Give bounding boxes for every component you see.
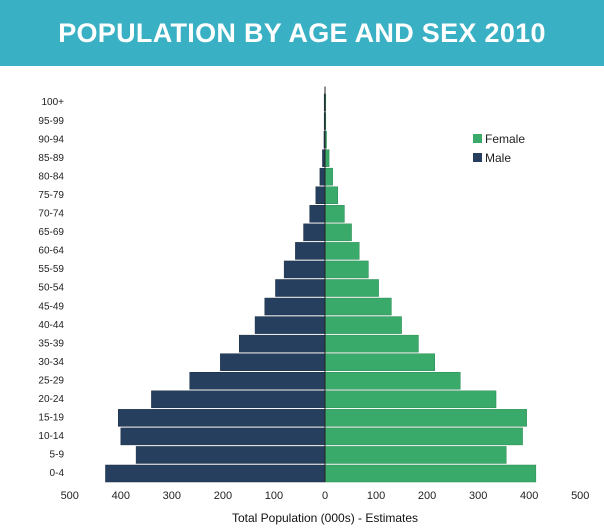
- x-tick-label: 300: [163, 490, 181, 502]
- bar-male-45-49: [264, 297, 326, 316]
- bar-female-70-74: [324, 205, 345, 223]
- age-label-95-99: 95-99: [38, 116, 64, 127]
- x-tick-label: 500: [61, 490, 79, 502]
- x-tick-label: 500: [571, 490, 589, 502]
- bar-male-60-64: [295, 242, 326, 260]
- age-label-85-89: 85-89: [38, 153, 64, 164]
- age-label-45-49: 45-49: [38, 301, 64, 312]
- bar-female-75-79: [324, 186, 339, 204]
- bar-female-55-59: [324, 260, 369, 279]
- x-axis-title: Total Population (000s) - Estimates: [232, 511, 418, 525]
- bar-male-65-69: [303, 223, 326, 242]
- x-tick-label: 400: [112, 490, 130, 502]
- age-label-35-39: 35-39: [38, 338, 64, 349]
- bar-female-60-64: [324, 242, 360, 260]
- legend-label-female: Female: [485, 132, 525, 146]
- bar-female-50-54: [324, 279, 379, 297]
- bar-female-85-89: [324, 149, 330, 167]
- age-label-15-19: 15-19: [38, 413, 64, 424]
- age-label-75-79: 75-79: [38, 190, 64, 201]
- age-label-60-64: 60-64: [38, 246, 64, 257]
- age-label-20-24: 20-24: [38, 394, 64, 405]
- age-label-10-14: 10-14: [38, 431, 64, 442]
- bar-female-40-44: [324, 316, 402, 334]
- bar-male-35-39: [238, 334, 326, 353]
- age-label-55-59: 55-59: [38, 264, 64, 275]
- bar-male-55-59: [283, 260, 326, 279]
- bar-female-5-9: [324, 446, 507, 464]
- age-label-30-34: 30-34: [38, 357, 64, 368]
- age-label-100+: 100+: [41, 97, 64, 108]
- bar-female-0-4: [324, 464, 537, 483]
- bar-male-30-34: [220, 353, 326, 371]
- bar-female-25-29: [324, 372, 461, 390]
- age-label-0-4: 0-4: [50, 468, 65, 479]
- x-tick-label: 300: [469, 490, 487, 502]
- title-banner: POPULATION BY AGE AND SEX 2010: [0, 0, 604, 66]
- bar-male-10-14: [120, 427, 326, 446]
- bar-male-40-44: [254, 316, 326, 334]
- legend-swatch-male: [473, 153, 482, 162]
- bar-male-15-19: [117, 409, 326, 427]
- age-label-5-9: 5-9: [50, 450, 65, 461]
- x-tick-label: 200: [418, 490, 436, 502]
- x-axis: 500 400 300 200 100 0 100 200 300 400 500: [61, 490, 590, 502]
- age-label-80-84: 80-84: [38, 171, 64, 182]
- x-tick-label: 0: [322, 490, 328, 502]
- bar-female-45-49: [324, 297, 392, 316]
- bar-male-20-24: [151, 390, 326, 409]
- bar-female-35-39: [324, 334, 419, 353]
- bar-male-75-79: [315, 186, 326, 204]
- bar-female-65-69: [324, 223, 352, 242]
- bar-male-70-74: [309, 205, 326, 223]
- age-label-25-29: 25-29: [38, 375, 64, 386]
- age-label-70-74: 70-74: [38, 209, 64, 220]
- bar-female-15-19: [324, 409, 527, 427]
- age-label-50-54: 50-54: [38, 283, 64, 294]
- age-labels-group: 0-4 5-9 10-14 15-19 20-24 25-29 30-34 35-39 40-4…: [38, 97, 64, 479]
- bar-female-80-84: [324, 167, 333, 186]
- x-tick-label: 200: [214, 490, 232, 502]
- page-title: POPULATION BY AGE AND SEX 2010: [58, 18, 546, 48]
- legend-label-male: Male: [485, 151, 511, 165]
- bar-female-30-34: [324, 353, 436, 371]
- bar-female-20-24: [324, 390, 497, 409]
- x-tick-label: 400: [520, 490, 538, 502]
- bars-group: [105, 86, 537, 483]
- age-label-90-94: 90-94: [38, 134, 64, 145]
- bar-female-10-14: [324, 427, 523, 446]
- bar-male-5-9: [135, 446, 326, 464]
- x-tick-label: 100: [367, 490, 385, 502]
- bar-male-25-29: [189, 372, 326, 390]
- legend: Female Male: [473, 132, 525, 165]
- x-tick-label: 100: [265, 490, 283, 502]
- bar-male-50-54: [275, 279, 326, 297]
- bar-male-0-4: [105, 464, 326, 483]
- population-pyramid-chart: 0-4 5-9 10-14 15-19 20-24 25-29 30-34 35-39 40-4…: [38, 86, 590, 525]
- bar-male-80-84: [319, 167, 326, 186]
- age-label-65-69: 65-69: [38, 227, 64, 238]
- age-label-40-44: 40-44: [38, 320, 64, 331]
- legend-swatch-female: [473, 134, 482, 143]
